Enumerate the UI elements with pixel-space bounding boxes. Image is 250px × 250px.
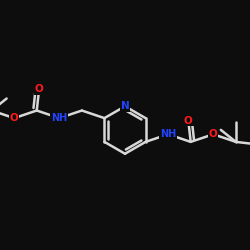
Text: O: O [209, 129, 218, 139]
Text: O: O [184, 116, 193, 126]
Text: O: O [35, 84, 43, 94]
Text: O: O [10, 113, 18, 123]
Text: NH: NH [160, 129, 176, 139]
Text: N: N [120, 101, 130, 111]
Text: NH: NH [51, 113, 68, 123]
